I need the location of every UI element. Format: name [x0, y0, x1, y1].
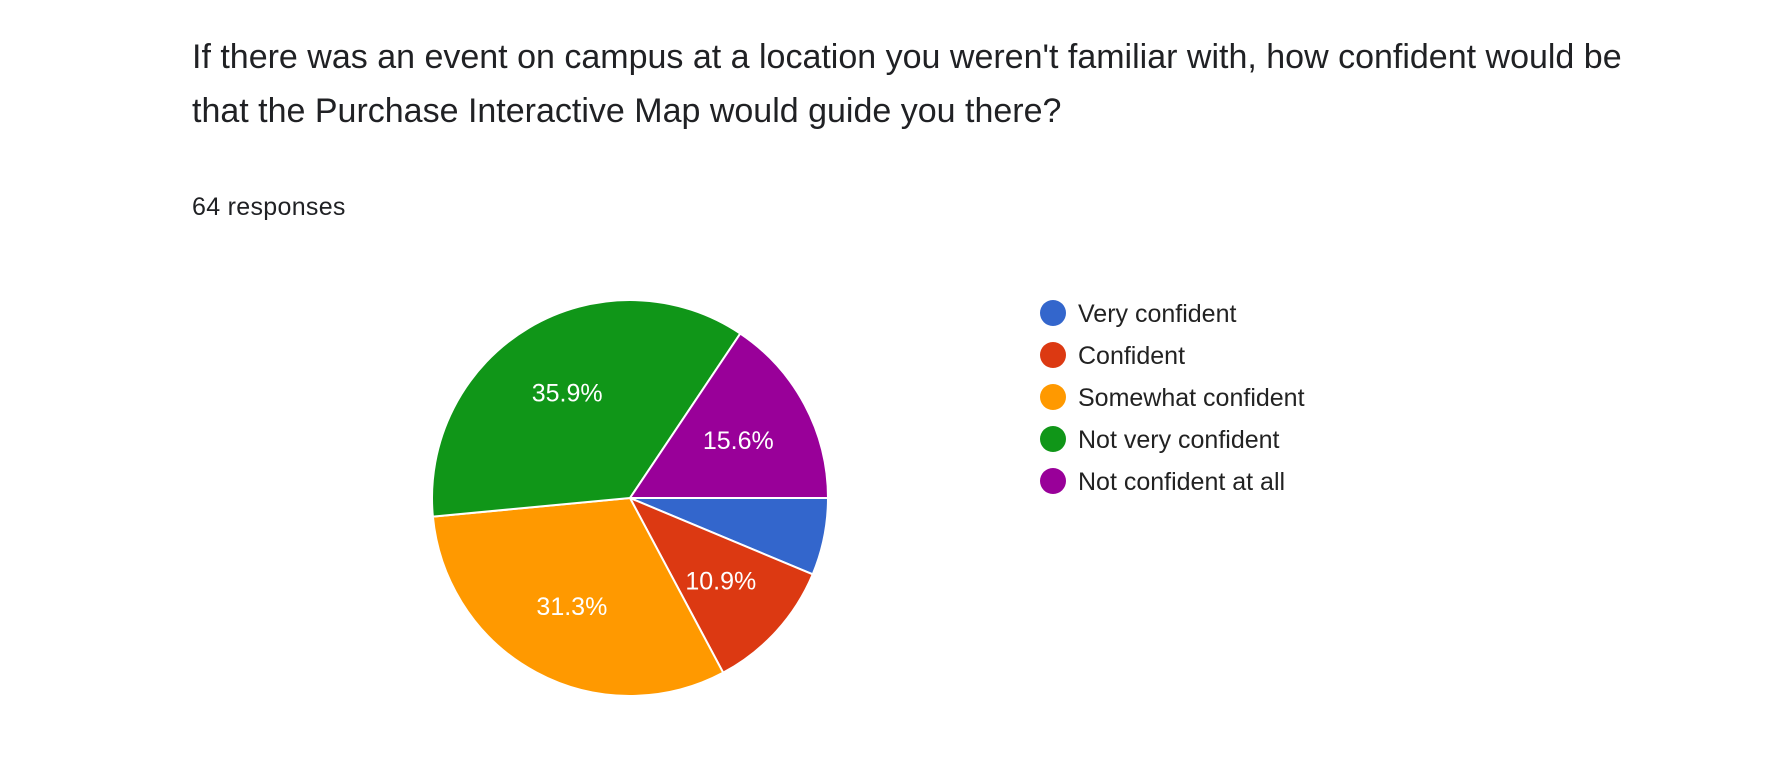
legend-item-not-confident-at-all: Not confident at all [1040, 468, 1285, 496]
pie-slice-confident [629, 497, 814, 674]
legend-swatch-confident [1040, 342, 1066, 368]
legend-item-confident: Confident [1040, 342, 1185, 370]
legend-swatch-very-confident [1040, 300, 1066, 326]
legend-swatch-somewhat-confident [1040, 384, 1066, 410]
pie-slices [431, 299, 829, 697]
legend-item-very-confident: Very confident [1040, 300, 1236, 328]
legend-label-not-very-confident: Not very confident [1078, 426, 1280, 454]
response-count: 64 responses [192, 193, 346, 221]
slice-label-somewhat-confident: 31.3% [536, 593, 607, 621]
question-title: If there was an event on campus at a loc… [192, 38, 1622, 130]
legend-label-not-confident-at-all: Not confident at all [1078, 468, 1285, 496]
legend-item-not-very-confident: Not very confident [1040, 426, 1280, 454]
slice-label-confident: 10.9% [685, 568, 756, 596]
legend-label-confident: Confident [1078, 342, 1185, 370]
legend-label-somewhat-confident: Somewhat confident [1078, 384, 1305, 412]
legend-swatch-not-confident-at-all [1040, 468, 1066, 494]
legend-label-very-confident: Very confident [1078, 300, 1236, 328]
pie-slice-somewhat-confident [431, 497, 725, 697]
slice-label-not-very-confident: 35.9% [532, 380, 603, 408]
chart-legend: Very confident Confident Somewhat confiden… [1040, 300, 1305, 496]
pie-slice-not-very-confident [431, 299, 742, 518]
pie-slice-labels: 10.9% 31.3% 35.9% 15.6% [532, 380, 774, 622]
legend-item-somewhat-confident: Somewhat confident [1040, 384, 1305, 412]
slice-label-not-confident-at-all: 15.6% [703, 427, 774, 455]
legend-swatch-not-very-confident [1040, 426, 1066, 452]
pie-slice-not-confident-at-all [629, 332, 829, 499]
